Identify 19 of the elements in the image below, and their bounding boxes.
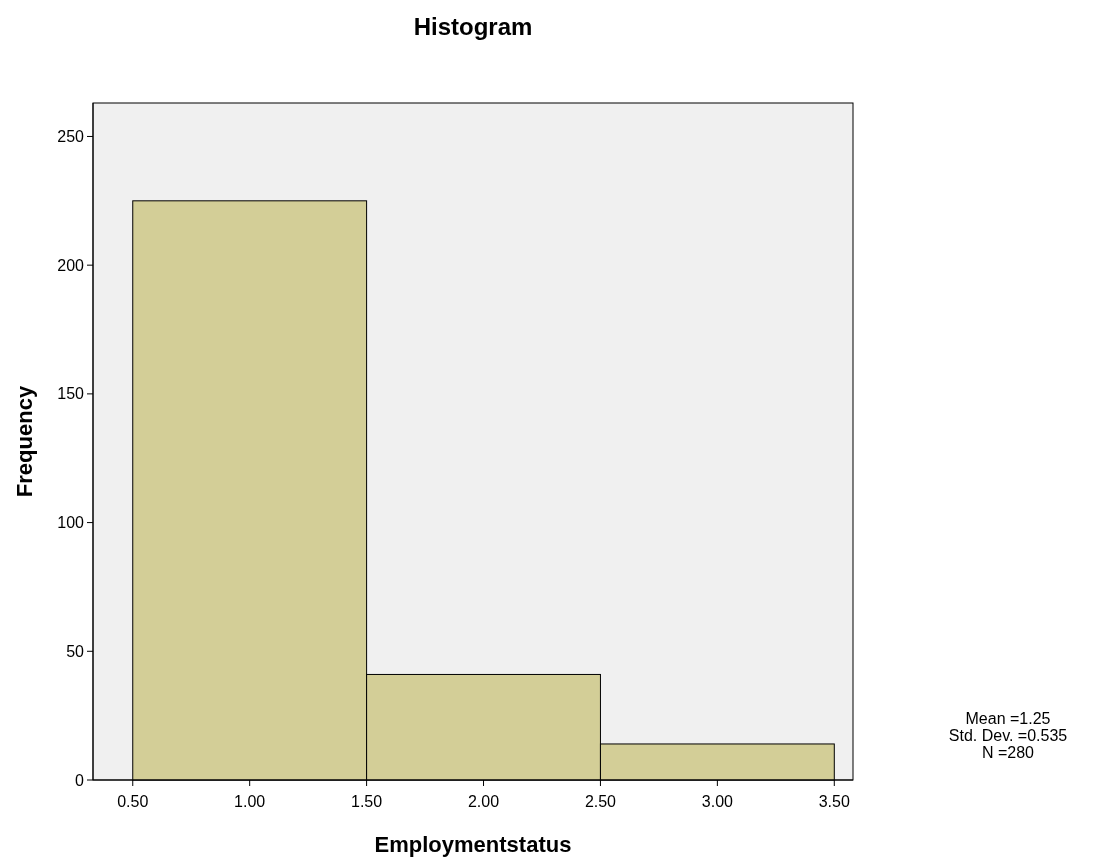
text: Mean =1.25 xyxy=(965,710,1051,727)
y-tick-label: 0 xyxy=(75,771,85,789)
x-tick-label: 2.00 xyxy=(467,793,500,810)
x-tick-label: 1.00 xyxy=(234,793,266,810)
y-axis-title: Frequency xyxy=(12,385,37,498)
x-tick-label: 2.50 xyxy=(584,793,617,810)
y-tick-label: 200 xyxy=(57,256,85,274)
text: N =280 xyxy=(981,744,1035,761)
x-tick-label: 3.00 xyxy=(701,793,734,810)
x-tick-label: 1.50 xyxy=(351,793,383,810)
x-axis-title: Employmentstatus xyxy=(374,832,572,857)
y-tick-label: 50 xyxy=(66,642,85,660)
text: Std. Dev. =0.535 xyxy=(948,727,1068,744)
y-tick-label: 250 xyxy=(57,128,85,146)
x-tick-label: 0.50 xyxy=(117,793,149,810)
chart-title: Histogram xyxy=(413,13,533,40)
x-tick-label: 3.50 xyxy=(818,793,850,810)
y-tick-label: 100 xyxy=(57,514,85,532)
y-tick-label: 150 xyxy=(57,385,85,403)
